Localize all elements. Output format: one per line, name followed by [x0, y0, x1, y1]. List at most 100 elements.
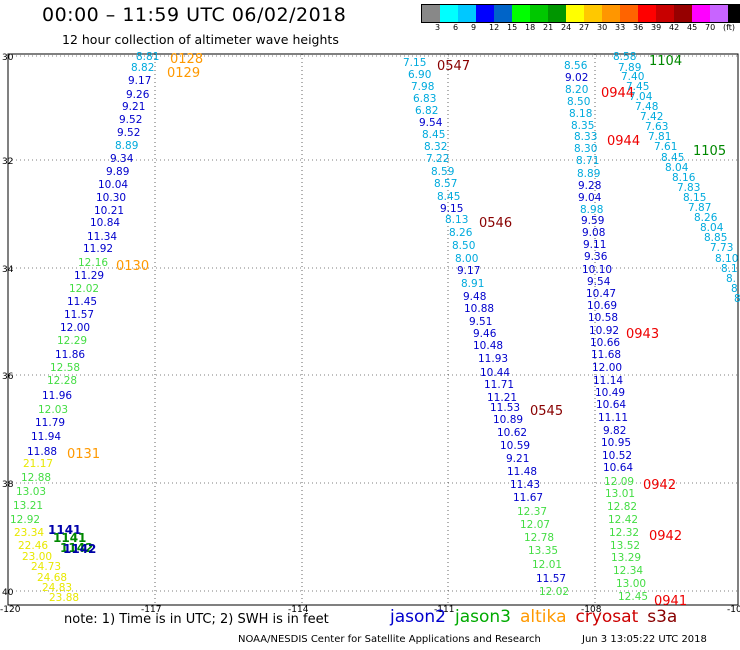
wave-height-value: 7.83	[677, 182, 700, 194]
wave-height-value: 9.04	[578, 192, 602, 204]
pass-time-label: 0128	[170, 52, 203, 67]
wave-height-value: 10.47	[586, 288, 616, 300]
pass-time-label: 0546	[479, 216, 512, 231]
wave-height-value: 11.29	[74, 270, 104, 282]
wave-height-value: 8.45	[422, 129, 445, 141]
wave-height-value: 12.03	[38, 404, 68, 416]
wave-height-value: 8.26	[449, 227, 473, 239]
track-east1: 8.569.028.208.508.188.358.338.308.718.89…	[564, 60, 648, 603]
legend-label: 15	[507, 23, 518, 32]
legend-swatch	[692, 5, 710, 22]
wave-height-value: 8.18	[569, 108, 592, 120]
pass-time-label: 0944	[607, 134, 640, 149]
legend-label: 39	[651, 23, 662, 32]
legend-label: 18	[525, 23, 536, 32]
pass-time-label: 0130	[116, 259, 149, 274]
legend-label: 6	[453, 23, 459, 32]
legend-swatch	[602, 5, 620, 22]
legend-swatch	[458, 5, 476, 22]
satellite-name-s3a: s3a	[647, 607, 678, 627]
pass-time-label: 0547	[437, 59, 470, 74]
wave-height-value: 10.52	[602, 450, 632, 462]
wave-height-value: 8.32	[424, 141, 447, 153]
wave-height-value: 13.29	[611, 552, 641, 564]
wave-height-value: 10.64	[596, 399, 626, 411]
wave-height-value: 11.86	[55, 349, 85, 361]
legend-label: 12	[489, 23, 500, 32]
legend-swatch	[584, 5, 602, 22]
wave-height-value: 8.35	[571, 120, 594, 132]
wave-height-value: 10.89	[493, 414, 523, 426]
footer-note: note: 1) Time is in UTC; 2) SWH is in fe…	[64, 612, 329, 627]
wave-height-value: 12.42	[608, 514, 638, 526]
wave-height-value: 10.49	[595, 387, 625, 399]
wave-height-value: 1142	[60, 541, 93, 555]
wave-height-value: 8.04	[700, 222, 724, 234]
legend-swatch	[548, 5, 566, 22]
satellite-name-altika: altika	[520, 607, 567, 627]
map-frame	[7, 53, 739, 606]
wave-height-value: 12.09	[604, 476, 634, 488]
longitude-label: -117	[141, 605, 161, 615]
wave-height-value: 9.46	[473, 328, 497, 340]
legend-swatch	[728, 5, 740, 22]
wave-height-value: 12.58	[50, 362, 80, 374]
wave-height-value: 10.30	[96, 192, 126, 204]
wave-height-value: 7.40	[621, 71, 644, 83]
wave-height-value: 9.15	[440, 203, 463, 215]
legend-swatch	[638, 5, 656, 22]
pass-time-label: 0943	[626, 327, 659, 342]
wave-height-value: 1142	[63, 542, 96, 556]
wave-height-value: 13.35	[528, 545, 558, 557]
footer-timestamp: Jun 3 13:05:22 UTC 2018	[582, 634, 707, 645]
legend-label: 33	[615, 23, 626, 32]
wave-height-value: 12.01	[532, 559, 562, 571]
wave-height-value: 8.71	[576, 155, 599, 167]
latitude-label: 40	[2, 588, 14, 598]
pass-time-label: 1104	[649, 54, 682, 69]
pass-time-label: 0131	[67, 447, 100, 462]
wave-height-value: 6.82	[415, 105, 438, 117]
pass-time-label: 0942	[643, 478, 676, 493]
wave-height-value: 7.89	[618, 62, 641, 74]
wave-height-value: 8.50	[567, 96, 590, 108]
longitude-label: -10	[727, 605, 740, 615]
wave-height-value: 12.00	[592, 362, 622, 374]
legend-swatch	[440, 5, 458, 22]
wave-height-value: 13.03	[16, 486, 46, 498]
wave-height-value: 10.21	[94, 205, 124, 217]
wave-height-value: 8.1	[721, 263, 738, 275]
map-title: 00:00 – 11:59 UTC 06/02/2018	[42, 4, 347, 26]
wave-height-value: 12.82	[607, 501, 637, 513]
wave-height-value: 12.02	[539, 586, 569, 598]
satellite-name-jason3: jason3	[455, 607, 511, 627]
track-west: 8.818.829.179.269.219.529.528.899.349.89…	[10, 51, 159, 604]
wave-height-value: 9.17	[128, 75, 151, 87]
longitude-label: -111	[434, 605, 454, 615]
wave-height-value: 13.52	[610, 540, 640, 552]
wave-height-value: 10.84	[90, 217, 120, 229]
legend-swatch	[566, 5, 584, 22]
wave-height-value: 10.95	[601, 437, 631, 449]
track-east2: 8.587.897.407.457.047.487.427.637.817.61…	[613, 51, 740, 305]
wave-height-value: 9.08	[582, 227, 605, 239]
wave-height-value: 11.68	[591, 349, 621, 361]
wave-height-value: 8.85	[704, 232, 727, 244]
wave-height-value: 7.04	[629, 91, 653, 103]
wave-height-value: 11.57	[64, 309, 94, 321]
wave-height-value: 11.57	[536, 573, 566, 585]
wave-height-value: 11.67	[513, 492, 543, 504]
legend-swatch	[530, 5, 548, 22]
wave-height-value: 8.98	[580, 204, 603, 216]
longitude-label: -108	[581, 605, 602, 615]
wave-height-value: 22.46	[18, 540, 48, 552]
wave-height-value: 9.54	[419, 117, 443, 129]
wave-height-value: 9.52	[117, 127, 140, 139]
latitude-label: 34	[2, 265, 14, 275]
wave-height-value: 10.69	[587, 300, 617, 312]
wave-height-value: 9.82	[603, 425, 626, 437]
wave-height-value: 9.89	[106, 166, 129, 178]
legend-label: 9	[471, 23, 477, 32]
